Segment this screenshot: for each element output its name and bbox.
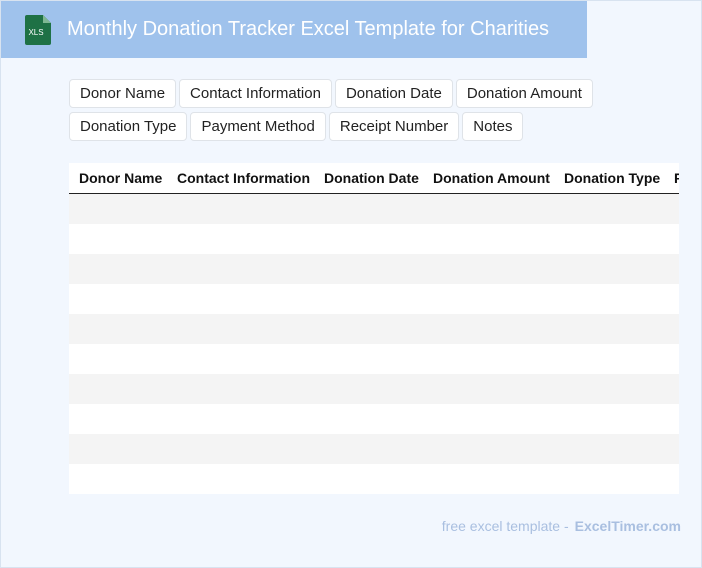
table-row [69, 374, 679, 404]
page-title: Monthly Donation Tracker Excel Template … [67, 18, 550, 40]
table-body [69, 194, 679, 494]
tag-chip[interactable]: Contact Information [179, 79, 332, 108]
table-row [69, 314, 679, 344]
table-row [69, 284, 679, 314]
footer: free excel template - ExcelTimer.com [442, 518, 681, 534]
icon-label: XLS [28, 28, 43, 37]
column-header: Donor Name [79, 170, 163, 186]
column-header: Contact Information [177, 170, 310, 186]
table-row [69, 404, 679, 434]
tag-chip[interactable]: Notes [462, 112, 524, 141]
table: Donor Name Contact Information Donation Da… [69, 163, 679, 494]
tag-chip[interactable]: Payment Method [190, 112, 326, 141]
column-header: Donation Date [324, 170, 419, 186]
table-row [69, 194, 679, 224]
footer-text: free excel template - [441, 518, 569, 534]
tag-chip[interactable]: Receipt Number [328, 112, 460, 141]
tag-list: Donor Name Contact Information Donation Da… [69, 79, 609, 141]
header-banner: XLS Monthly Donation Tracker Excel Templ… [1, 1, 587, 58]
xls-icon: XLS [25, 15, 51, 45]
footer-brand[interactable]: ExcelTimer.com [574, 518, 681, 534]
table-header: Donor Name Contact Information Donation Da… [69, 163, 679, 194]
column-header: Donation Amount [433, 170, 550, 186]
column-header: Payment Method [674, 163, 679, 193]
tag-chip[interactable]: Donation Date [334, 79, 453, 108]
table-row [69, 344, 679, 374]
column-header: Donation Type [564, 170, 661, 186]
table-row [69, 254, 679, 284]
tag-chip[interactable]: Donor Name [69, 79, 177, 108]
table-row [69, 464, 679, 494]
tag-chip[interactable]: Donation Amount [455, 79, 593, 108]
table-row [69, 434, 679, 464]
tag-chip[interactable]: Donation Type [69, 112, 188, 141]
table-row [69, 224, 679, 254]
